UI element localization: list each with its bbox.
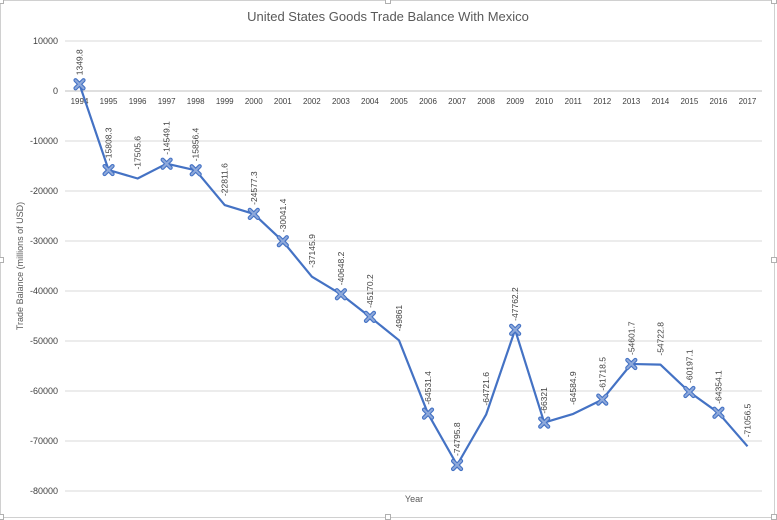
data-label: -17505.6 bbox=[133, 136, 143, 170]
data-label: -71056.5 bbox=[742, 403, 752, 437]
gridlines bbox=[65, 40, 762, 492]
data-label: -54601.7 bbox=[626, 321, 636, 355]
data-point-marker bbox=[421, 407, 435, 420]
data-label: -22811.6 bbox=[220, 163, 230, 196]
data-label: -64721.6 bbox=[481, 372, 491, 406]
x-tick-label: 1996 bbox=[129, 97, 147, 106]
x-tick-label: 2008 bbox=[477, 97, 495, 106]
y-tick-label: 10000 bbox=[33, 36, 58, 46]
data-label: -40648.2 bbox=[336, 251, 346, 285]
chart-title: United States Goods Trade Balance With M… bbox=[247, 9, 529, 24]
data-label: -54722.8 bbox=[655, 322, 665, 356]
data-label: -15856.4 bbox=[191, 127, 201, 161]
resize-handle-top-left[interactable] bbox=[0, 0, 4, 4]
x-tick-label: 2010 bbox=[535, 97, 553, 106]
y-tick-label: 0 bbox=[53, 86, 58, 96]
series-polyline bbox=[78, 83, 749, 467]
x-tick-label: 2004 bbox=[361, 97, 379, 106]
data-label: 1349.8 bbox=[75, 49, 85, 75]
x-tick-label: 1995 bbox=[100, 97, 118, 106]
x-tick-label: 1994 bbox=[71, 97, 89, 106]
y-tick-label: -70000 bbox=[30, 436, 58, 446]
x-tick-label: 2007 bbox=[448, 97, 466, 106]
data-label: -64584.9 bbox=[568, 371, 578, 405]
data-label: -64354.1 bbox=[713, 370, 723, 404]
x-tick-label: 2003 bbox=[332, 97, 350, 106]
data-point-marker bbox=[276, 235, 289, 248]
data-point-marker bbox=[538, 416, 551, 429]
x-tick-label: 2002 bbox=[303, 97, 321, 106]
data-label: -37145.9 bbox=[307, 234, 317, 268]
x-tick-label: 1998 bbox=[187, 97, 205, 106]
x-tick-label: 1997 bbox=[158, 97, 176, 106]
x-tick-label: 2006 bbox=[419, 97, 437, 106]
x-tick-label: 2005 bbox=[390, 97, 408, 106]
data-label: -66321 bbox=[539, 387, 549, 414]
x-tick-label: 2001 bbox=[274, 97, 292, 106]
data-label: -15808.3 bbox=[104, 127, 114, 161]
resize-handle-left[interactable] bbox=[0, 257, 4, 263]
data-point-marker bbox=[334, 288, 347, 301]
y-tick-label: -20000 bbox=[30, 186, 58, 196]
resize-handle-top[interactable] bbox=[385, 0, 391, 4]
x-tick-label: 2011 bbox=[565, 97, 583, 106]
data-label: -49861 bbox=[394, 305, 404, 332]
x-tick-label: 2013 bbox=[622, 97, 640, 106]
y-axis-ticks: 10000 0 -10000 -20000 -30000 -40000 -50000 -600… bbox=[30, 36, 58, 496]
x-tick-label: 2015 bbox=[680, 97, 698, 106]
data-point-marker bbox=[189, 164, 202, 177]
data-point-marker bbox=[683, 385, 696, 399]
y-tick-label: -80000 bbox=[30, 486, 58, 496]
data-point-marker bbox=[596, 393, 609, 406]
data-label: -24577.3 bbox=[249, 171, 259, 205]
data-labels: 1349.8 -15808.3 -17505.6 -14549.1 -15856.4 -2… bbox=[75, 49, 753, 456]
x-tick-label: 2014 bbox=[651, 97, 669, 106]
data-label: -45170.2 bbox=[365, 274, 375, 308]
data-label: -64531.4 bbox=[423, 371, 433, 405]
data-point-marker bbox=[625, 357, 638, 371]
x-tick-label: 1999 bbox=[216, 97, 234, 106]
x-axis-label: Year bbox=[405, 494, 423, 504]
x-tick-label: 2016 bbox=[710, 97, 728, 106]
data-point-marker bbox=[363, 310, 377, 323]
series-markers bbox=[73, 78, 725, 472]
x-tick-label: 2000 bbox=[245, 97, 263, 106]
data-label: -14549.1 bbox=[162, 121, 172, 155]
y-tick-label: -10000 bbox=[30, 136, 58, 146]
x-axis-ticks: 1994 1995 1996 1997 1998 1999 2000 2001 2002 2003… bbox=[71, 97, 757, 106]
data-label: -30041.4 bbox=[278, 198, 288, 232]
data-label: -74795.8 bbox=[452, 422, 462, 456]
x-tick-label: 2012 bbox=[593, 97, 611, 106]
data-label: -60197.1 bbox=[684, 349, 694, 383]
data-label: -61718.5 bbox=[597, 357, 607, 391]
data-point-marker bbox=[160, 157, 173, 170]
y-tick-label: -40000 bbox=[30, 286, 58, 296]
data-point-marker bbox=[712, 406, 725, 419]
data-point-marker bbox=[73, 78, 86, 91]
y-tick-label: -50000 bbox=[30, 336, 58, 346]
y-tick-label: -30000 bbox=[30, 236, 58, 246]
data-label: -47762.2 bbox=[510, 287, 520, 321]
x-tick-label: 2017 bbox=[739, 97, 757, 106]
data-point-marker bbox=[450, 458, 464, 472]
series-line bbox=[78, 83, 749, 467]
x-tick-label: 2009 bbox=[506, 97, 524, 106]
data-point-marker bbox=[509, 323, 522, 336]
y-tick-label: -60000 bbox=[30, 386, 58, 396]
data-point-marker bbox=[102, 163, 115, 177]
y-axis-label: Trade Balance (millions of USD) bbox=[15, 202, 25, 330]
data-point-marker bbox=[247, 207, 260, 220]
